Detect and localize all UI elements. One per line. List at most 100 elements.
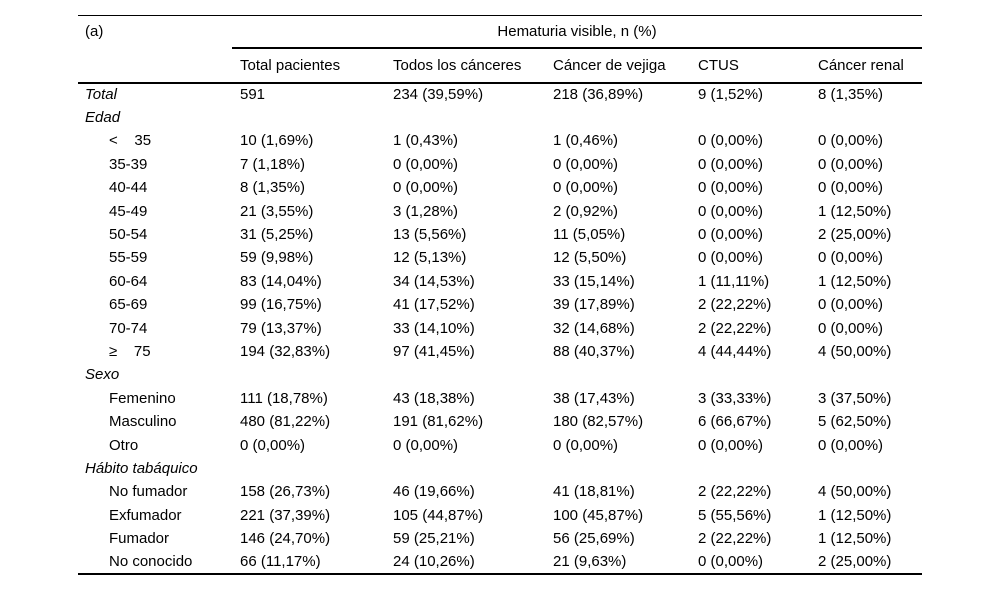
column-header-cancer-renal: Cáncer renal (810, 47, 922, 84)
row-section-label: Hábito tabáquico (85, 459, 198, 477)
data-cell: 0 (0,00%) (698, 436, 764, 454)
data-cell: 2 (25,00%) (810, 550, 922, 575)
data-cell: 2 (22,22%) (698, 483, 772, 501)
data-cell: 6 (66,67%) (698, 413, 772, 431)
data-cell: 0 (0,00%) (698, 249, 764, 267)
data-cell: 2 (22,22%) (698, 530, 772, 548)
data-cell: 12 (5,50%) (553, 249, 627, 267)
data-cell: 0 (0,00%) (818, 155, 884, 173)
data-cell: 0 (0,00%) (698, 226, 764, 244)
table-row: Otro 0 (0,00%) 0 (0,00%) 0 (0,00%) 0 (0,00%)… (78, 433, 922, 456)
data-cell (385, 363, 545, 386)
data-cell (810, 106, 922, 129)
data-cell: 194 (32,83%) (240, 342, 331, 360)
data-cell (385, 106, 545, 129)
data-cell: 0 (0,00%) (690, 550, 810, 575)
row-section-label: Sexo (85, 366, 120, 384)
table-row: 35-39 7 (1,18%) 0 (0,00%) 0 (0,00%) 0 (0,00%… (78, 153, 922, 176)
data-cell: 12 (5,13%) (393, 249, 467, 267)
data-cell (545, 106, 690, 129)
row-label: 45-49 (109, 202, 148, 220)
row-label: 55-59 (109, 249, 148, 267)
data-cell (545, 363, 690, 386)
data-cell: 0 (0,00%) (393, 179, 459, 197)
data-cell (690, 457, 810, 480)
column-header-row: Total pacientes Todos los cánceres Cánce… (78, 47, 922, 84)
data-cell: 3 (37,50%) (818, 389, 892, 407)
row-label: Masculino (109, 413, 177, 431)
data-cell: 99 (16,75%) (240, 296, 322, 314)
row-section-label: Edad (85, 109, 121, 127)
spanner-header-row: (a) Hematuria visible, n (%) (78, 15, 922, 49)
row-label: 65-69 (109, 296, 148, 314)
row-label: Fumador (109, 530, 170, 548)
data-cell (232, 457, 385, 480)
table-row: No fumador 158 (26,73%) 46 (19,66%) 41 (18,… (78, 480, 922, 503)
data-cell: 1 (12,50%) (818, 506, 892, 524)
data-cell: 32 (14,68%) (553, 319, 635, 337)
data-cell: 0 (0,00%) (698, 202, 764, 220)
data-cell (810, 457, 922, 480)
row-label: 40-44 (109, 179, 148, 197)
row-label: 50-54 (109, 226, 148, 244)
data-cell: 13 (5,56%) (393, 226, 467, 244)
table-row: Masculino 480 (81,22%) 191 (81,62%) 180 (82… (78, 410, 922, 433)
data-cell: 1 (12,50%) (818, 272, 892, 290)
data-cell: 8 (1,35%) (240, 179, 306, 197)
row-label: No conocido (78, 550, 232, 575)
data-cell: 3 (33,33%) (698, 389, 772, 407)
data-cell: 43 (18,38%) (393, 389, 475, 407)
data-cell: 1 (11,11%) (698, 272, 770, 290)
data-cell (385, 457, 545, 480)
data-cell: 146 (24,70%) (240, 530, 331, 548)
table-row: Hábito tabáquico (78, 457, 922, 480)
data-cell: 97 (41,45%) (393, 342, 475, 360)
row-label: 35-39 (109, 155, 148, 173)
data-cell: 1 (0,43%) (393, 132, 459, 150)
hematuria-table: (a) Hematuria visible, n (%) Total pacie… (78, 15, 922, 575)
row-label: No fumador (109, 483, 188, 501)
data-cell: 234 (39,59%) (393, 86, 484, 104)
data-cell: 59 (25,21%) (393, 530, 475, 548)
data-cell: 38 (17,43%) (553, 389, 635, 407)
data-cell: 2 (22,22%) (698, 296, 772, 314)
column-header-total-pacientes: Total pacientes (232, 47, 385, 84)
data-cell (232, 106, 385, 129)
data-cell: 0 (0,00%) (698, 179, 764, 197)
data-cell (232, 363, 385, 386)
data-cell: 1 (0,46%) (553, 132, 619, 150)
data-cell: 0 (0,00%) (698, 132, 764, 150)
data-cell: 34 (14,53%) (393, 272, 475, 290)
data-cell: 591 (240, 86, 266, 104)
data-cell: 59 (9,98%) (240, 249, 314, 267)
table-row: Total 591 234 (39,59%) 218 (36,89%) 9 (1,52%… (78, 83, 922, 106)
data-cell: 66 (11,17%) (232, 550, 385, 575)
data-cell: 88 (40,37%) (553, 342, 635, 360)
data-cell: 4 (50,00%) (818, 342, 892, 360)
data-cell: 0 (0,00%) (393, 436, 459, 454)
table-row: No conocido 66 (11,17%) 24 (10,26%) 21 (9,6… (78, 550, 922, 575)
data-cell: 79 (13,37%) (240, 319, 322, 337)
data-cell: 1 (12,50%) (818, 530, 892, 548)
data-cell: 21 (3,55%) (240, 202, 314, 220)
table-row: Exfumador 221 (37,39%) 105 (44,87%) 100 (45… (78, 504, 922, 527)
table-row: < 35 10 (1,69%) 1 (0,43%) 1 (0,46%) 0 (0,00%… (78, 129, 922, 152)
data-cell: 11 (5,05%) (553, 226, 626, 244)
data-cell: 0 (0,00%) (818, 179, 884, 197)
data-cell: 5 (62,50%) (818, 413, 892, 431)
data-cell: 105 (44,87%) (393, 506, 484, 524)
data-cell: 0 (0,00%) (818, 132, 884, 150)
data-cell: 33 (14,10%) (393, 319, 475, 337)
data-cell: 218 (36,89%) (553, 86, 644, 104)
data-cell (545, 457, 690, 480)
data-cell: 39 (17,89%) (553, 296, 635, 314)
data-cell: 0 (0,00%) (818, 319, 884, 337)
row-label: ≥ 75 (109, 342, 151, 360)
table-body: Total 591 234 (39,59%) 218 (36,89%) 9 (1,52%… (78, 83, 922, 575)
data-cell: 0 (0,00%) (393, 155, 459, 173)
data-cell: 0 (0,00%) (818, 296, 884, 314)
data-cell: 180 (82,57%) (553, 413, 644, 431)
data-cell: 41 (17,52%) (393, 296, 475, 314)
data-cell: 83 (14,04%) (240, 272, 322, 290)
data-cell: 46 (19,66%) (393, 483, 475, 501)
